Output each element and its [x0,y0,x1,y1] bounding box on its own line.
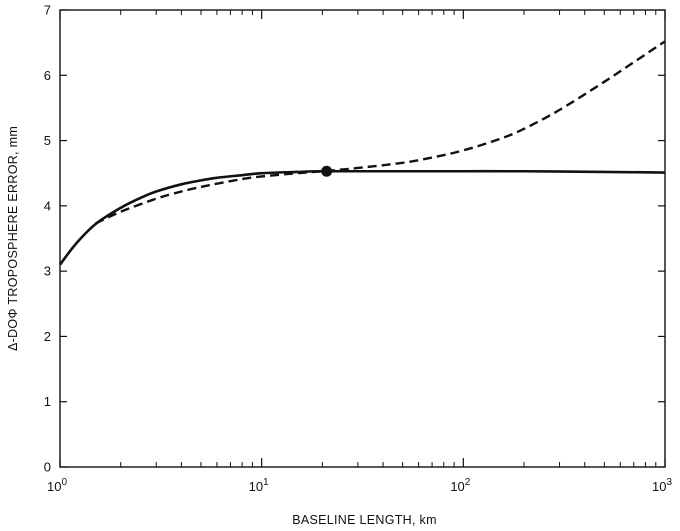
y-tick-label: 7 [44,3,51,18]
y-tick-label: 5 [44,133,51,148]
plot-frame [59,9,666,468]
x-axis-title: BASELINE LENGTH, km [292,513,437,527]
y-tick-label: 6 [44,68,51,83]
marker-layer [321,165,333,177]
y-axis-title: Δ-DOΦ TROPOSPHERE ERROR, mm [6,126,20,351]
series-layer [58,40,666,266]
solid-series-line [58,169,666,266]
y-tick-label: 3 [44,264,51,279]
crossover-point-marker [321,165,333,177]
x-tick-label: 103 [652,477,672,494]
dashed-series-line [95,40,666,225]
y-tick-label: 2 [44,329,51,344]
x-axis-ticks: 100 101 102 103 [47,10,672,494]
y-tick-label: 1 [44,394,51,409]
y-tick-label: 0 [44,460,51,475]
x-tick-label: 101 [249,477,269,494]
x-tick-label: 102 [450,477,470,494]
y-axis-ticks: 0 1 2 3 4 5 6 7 [44,3,665,475]
plot-border [59,9,666,468]
y-tick-label: 4 [44,198,51,213]
x-tick-label: 100 [47,477,67,494]
